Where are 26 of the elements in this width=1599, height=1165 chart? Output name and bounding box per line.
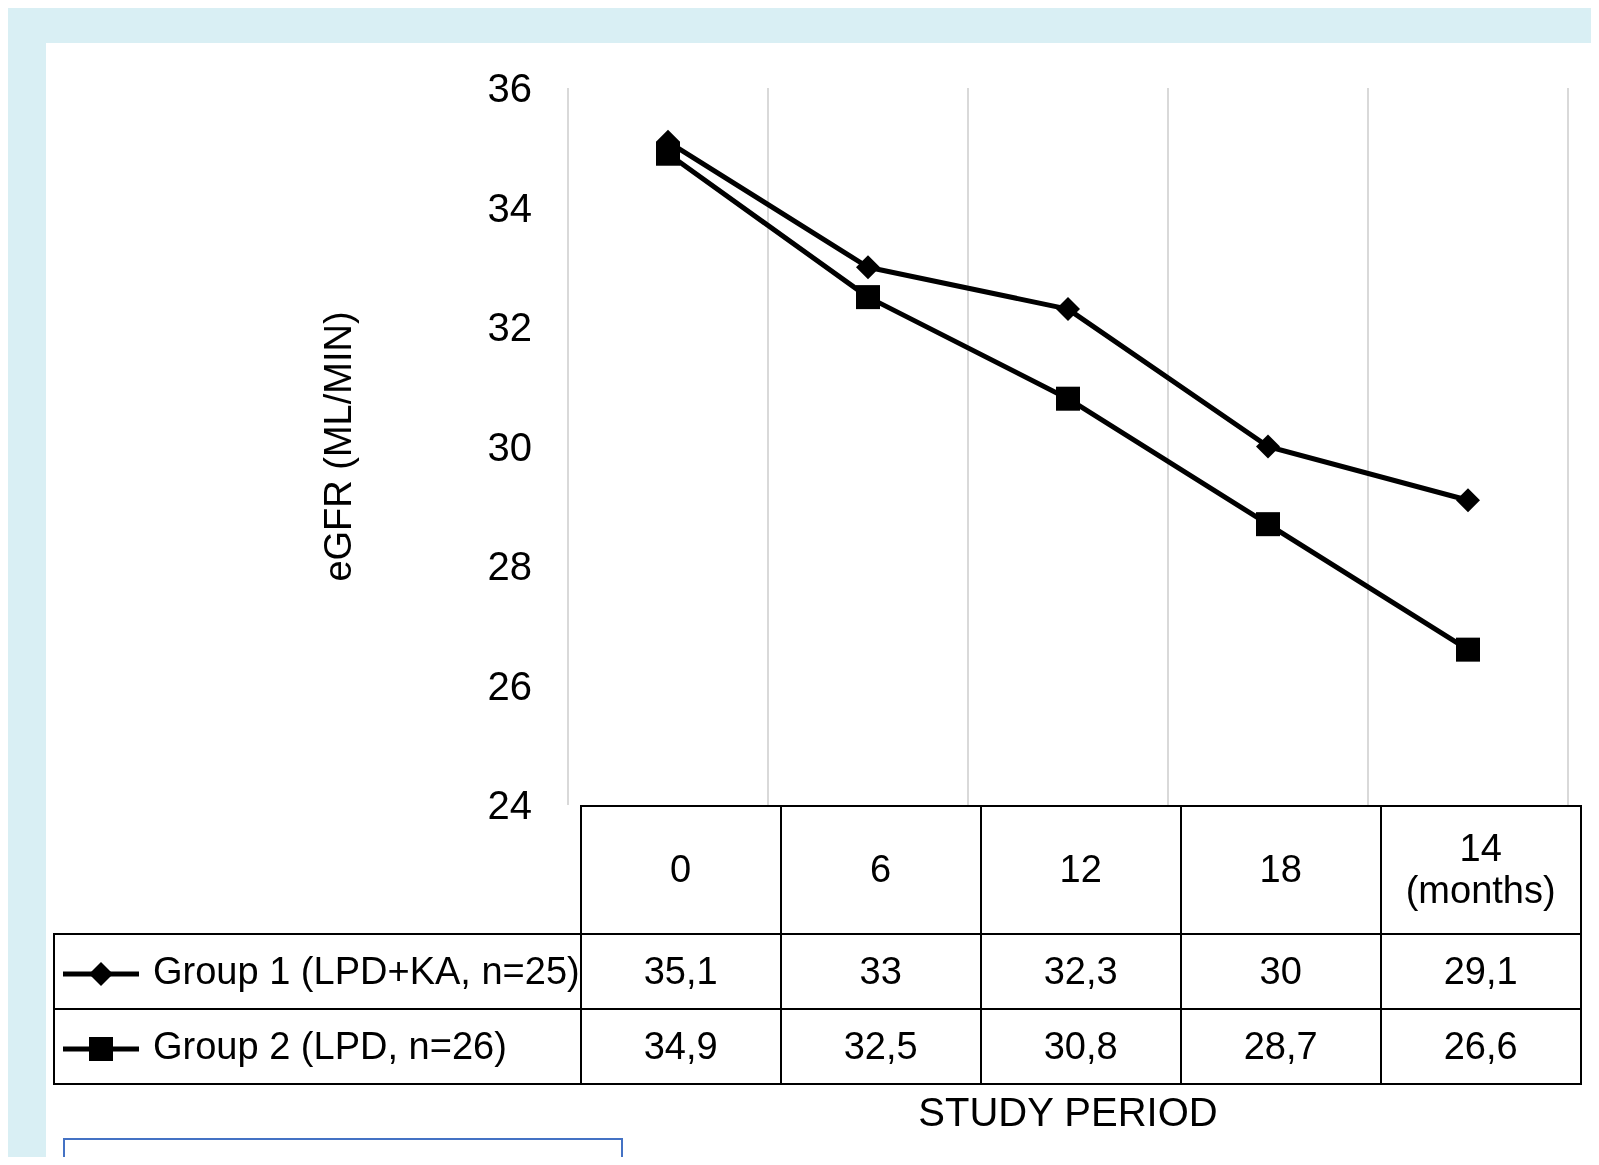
data-label: 30 bbox=[1180, 934, 1381, 1009]
data-label: 32,5 bbox=[780, 1009, 981, 1084]
y-tick-label: 32 bbox=[487, 305, 532, 350]
legend-label: Group 2 (LPD, n=26) bbox=[54, 1009, 581, 1084]
legend-label: Group 1 (LPD+KA, n=25) bbox=[54, 934, 581, 1009]
data-label: 28,7 bbox=[1180, 1009, 1381, 1084]
x-tick-label: 0 bbox=[580, 806, 781, 934]
x-axis-title: STUDY PERIOD bbox=[917, 1090, 1219, 1135]
y-tick-label: 26 bbox=[487, 663, 532, 708]
data-label: 30,8 bbox=[980, 1009, 1181, 1084]
x-tick-label: 18 bbox=[1180, 806, 1381, 934]
x-tick-label: 6 bbox=[780, 806, 981, 934]
data-label: 29,1 bbox=[1380, 934, 1581, 1009]
data-label: 26,6 bbox=[1380, 1009, 1581, 1084]
data-label: 32,3 bbox=[980, 934, 1181, 1009]
x-tick-label: 14 (months) bbox=[1380, 806, 1581, 934]
y-tick-label: 36 bbox=[487, 66, 532, 111]
y-tick-label: 28 bbox=[487, 544, 532, 589]
data-label: 33 bbox=[780, 934, 981, 1009]
y-tick-label: 24 bbox=[487, 783, 532, 828]
y-tick-label: 30 bbox=[487, 424, 532, 469]
y-tick-label: 34 bbox=[487, 185, 532, 230]
data-label: 35,1 bbox=[580, 934, 781, 1009]
y-axis-title: eGFR (ML/MIN) bbox=[317, 311, 360, 582]
x-tick-label: 12 bbox=[980, 806, 1181, 934]
data-label: 34,9 bbox=[580, 1009, 781, 1084]
